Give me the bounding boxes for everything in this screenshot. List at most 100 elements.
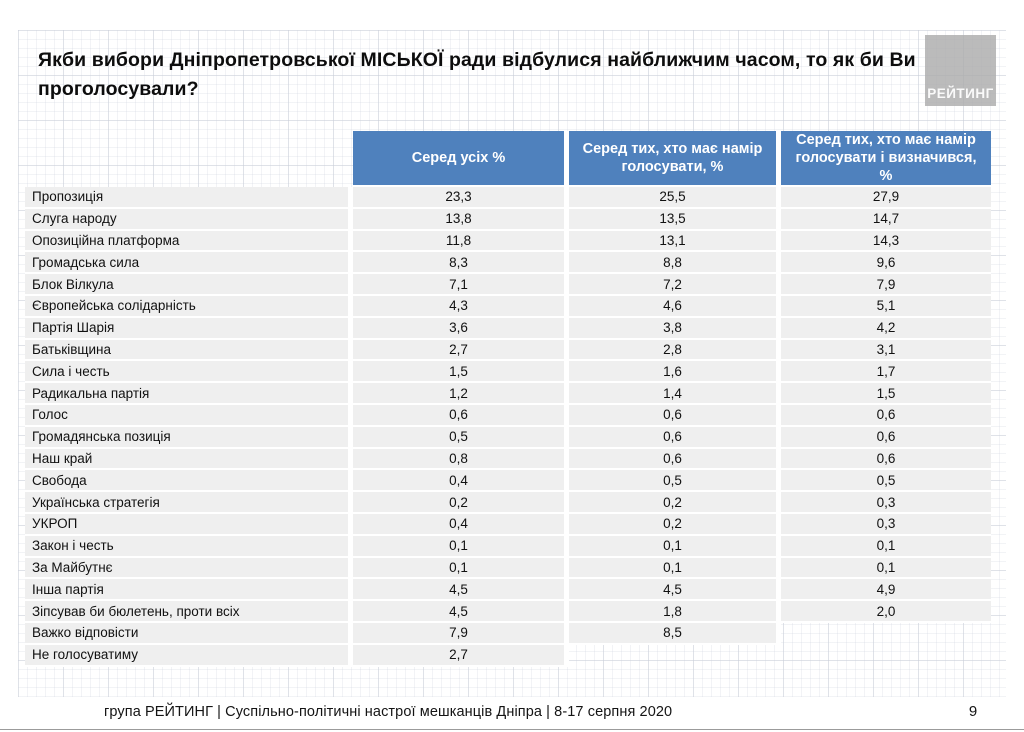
value-cell bbox=[781, 645, 991, 667]
value-cell: 0,4 bbox=[353, 513, 569, 536]
value-cell bbox=[569, 645, 781, 667]
value-cell: 8,3 bbox=[353, 252, 569, 275]
value-cell: 0,6 bbox=[569, 426, 781, 449]
party-label: Не голосуватиму bbox=[25, 644, 353, 667]
footer-caption: група РЕЙТИНГ | Суспільно-політичні наст… bbox=[104, 704, 673, 720]
value-cell: 1,7 bbox=[781, 361, 991, 384]
value-cell: 5,1 bbox=[781, 295, 991, 318]
party-label: Голос bbox=[25, 404, 353, 427]
party-label: Громадянська позиція bbox=[25, 426, 353, 449]
table-header-row: Серед усіх % Серед тих, хто має намір го… bbox=[353, 131, 991, 189]
value-cell: 1,6 bbox=[569, 361, 781, 384]
value-cell: 13,1 bbox=[569, 230, 781, 253]
page-number: 9 bbox=[968, 703, 978, 720]
column-header-all: Серед усіх % bbox=[353, 131, 569, 189]
value-cell: 0,1 bbox=[781, 535, 991, 558]
party-label: Сила і честь bbox=[25, 361, 353, 384]
party-label: За Майбутнє bbox=[25, 557, 353, 580]
value-cell: 8,8 bbox=[569, 252, 781, 275]
party-label: УКРОП bbox=[25, 513, 353, 536]
value-cell: 0,1 bbox=[569, 535, 781, 558]
value-cell: 0,2 bbox=[353, 492, 569, 514]
value-cell: 25,5 bbox=[569, 187, 781, 209]
rating-logo-label: РЕЙТИНГ bbox=[927, 86, 994, 101]
value-cell: 13,5 bbox=[569, 208, 781, 231]
value-cell: 4,2 bbox=[781, 317, 991, 340]
value-cell: 2,8 bbox=[569, 339, 781, 362]
value-cell: 0,2 bbox=[569, 492, 781, 514]
value-cell: 4,5 bbox=[353, 579, 569, 602]
value-cell: 7,2 bbox=[569, 274, 781, 296]
value-cell: 14,3 bbox=[781, 230, 991, 253]
value-cell: 23,3 bbox=[353, 187, 569, 209]
value-cell: 14,7 bbox=[781, 208, 991, 231]
value-cell: 0,6 bbox=[781, 404, 991, 427]
value-cell: 1,2 bbox=[353, 383, 569, 405]
party-label: Важко відповісти bbox=[25, 622, 353, 645]
party-label: Зіпсував би бюлетень, проти всіх bbox=[25, 601, 353, 623]
party-label: Радикальна партія bbox=[25, 383, 353, 405]
party-label: Слуга народу bbox=[25, 208, 353, 231]
footer-bar bbox=[0, 697, 1024, 732]
party-label: Наш край bbox=[25, 448, 353, 471]
value-cell: 0,4 bbox=[353, 470, 569, 493]
value-cell: 13,8 bbox=[353, 208, 569, 231]
slide-title: Якби вибори Дніпропетровської МІСЬКОЇ ра… bbox=[38, 49, 916, 101]
value-cell: 0,6 bbox=[353, 404, 569, 427]
value-cell: 0,3 bbox=[781, 513, 991, 536]
value-cell: 0,6 bbox=[781, 426, 991, 449]
value-cell: 1,4 bbox=[569, 383, 781, 405]
party-label: Блок Вілкула bbox=[25, 274, 353, 296]
value-cell: 4,3 bbox=[353, 295, 569, 318]
value-cell: 0,6 bbox=[569, 404, 781, 427]
bottom-divider bbox=[0, 729, 1024, 730]
rating-logo: РЕЙТИНГ bbox=[925, 35, 996, 106]
value-cell: 4,5 bbox=[569, 579, 781, 602]
column-header-intend-to-vote: Серед тих, хто має намір голосувати, % bbox=[569, 131, 781, 189]
party-label: Пропозиція bbox=[25, 187, 353, 209]
value-cell: 3,1 bbox=[781, 339, 991, 362]
value-cell: 0,5 bbox=[781, 470, 991, 493]
value-cell: 0,6 bbox=[569, 448, 781, 471]
value-cell: 8,5 bbox=[569, 622, 781, 645]
value-cell: 7,1 bbox=[353, 274, 569, 296]
party-label: Партія Шарія bbox=[25, 317, 353, 340]
value-cell: 0,8 bbox=[353, 448, 569, 471]
value-cell: 9,6 bbox=[781, 252, 991, 275]
value-cell: 0,1 bbox=[353, 557, 569, 580]
value-cell bbox=[781, 623, 991, 645]
value-cell: 0,2 bbox=[569, 513, 781, 536]
value-cell: 2,7 bbox=[353, 644, 569, 667]
value-cell: 3,6 bbox=[353, 317, 569, 340]
party-label: Батьківщина bbox=[25, 339, 353, 362]
value-cell: 0,1 bbox=[569, 557, 781, 580]
value-cell: 0,5 bbox=[353, 426, 569, 449]
value-cell: 1,5 bbox=[353, 361, 569, 384]
value-cell: 4,9 bbox=[781, 579, 991, 602]
value-cell: 1,5 bbox=[781, 383, 991, 405]
value-cell: 0,1 bbox=[781, 557, 991, 580]
value-cell: 7,9 bbox=[781, 274, 991, 296]
value-cell: 2,7 bbox=[353, 339, 569, 362]
party-label: Інша партія bbox=[25, 579, 353, 602]
party-label: Закон і честь bbox=[25, 535, 353, 558]
value-cell: 1,8 bbox=[569, 601, 781, 623]
column-header-decided: Серед тих, хто має намір голосувати і ви… bbox=[781, 131, 991, 189]
poll-table: Пропозиція 23,3 25,5 27,9 Слуга народу 13,8 1… bbox=[25, 187, 991, 667]
party-label: Громадська сила bbox=[25, 252, 353, 275]
party-label: Європейська солідарність bbox=[25, 295, 353, 318]
party-label: Опозиційна платформа bbox=[25, 230, 353, 253]
value-cell: 0,3 bbox=[781, 492, 991, 514]
value-cell: 2,0 bbox=[781, 601, 991, 623]
value-cell: 0,6 bbox=[781, 448, 991, 471]
party-label: Свобода bbox=[25, 470, 353, 493]
value-cell: 27,9 bbox=[781, 187, 991, 209]
value-cell: 7,9 bbox=[353, 622, 569, 645]
value-cell: 11,8 bbox=[353, 230, 569, 253]
value-cell: 0,5 bbox=[569, 470, 781, 493]
value-cell: 0,1 bbox=[353, 535, 569, 558]
party-label: Українська стратегія bbox=[25, 492, 353, 514]
value-cell: 3,8 bbox=[569, 317, 781, 340]
value-cell: 4,6 bbox=[569, 295, 781, 318]
